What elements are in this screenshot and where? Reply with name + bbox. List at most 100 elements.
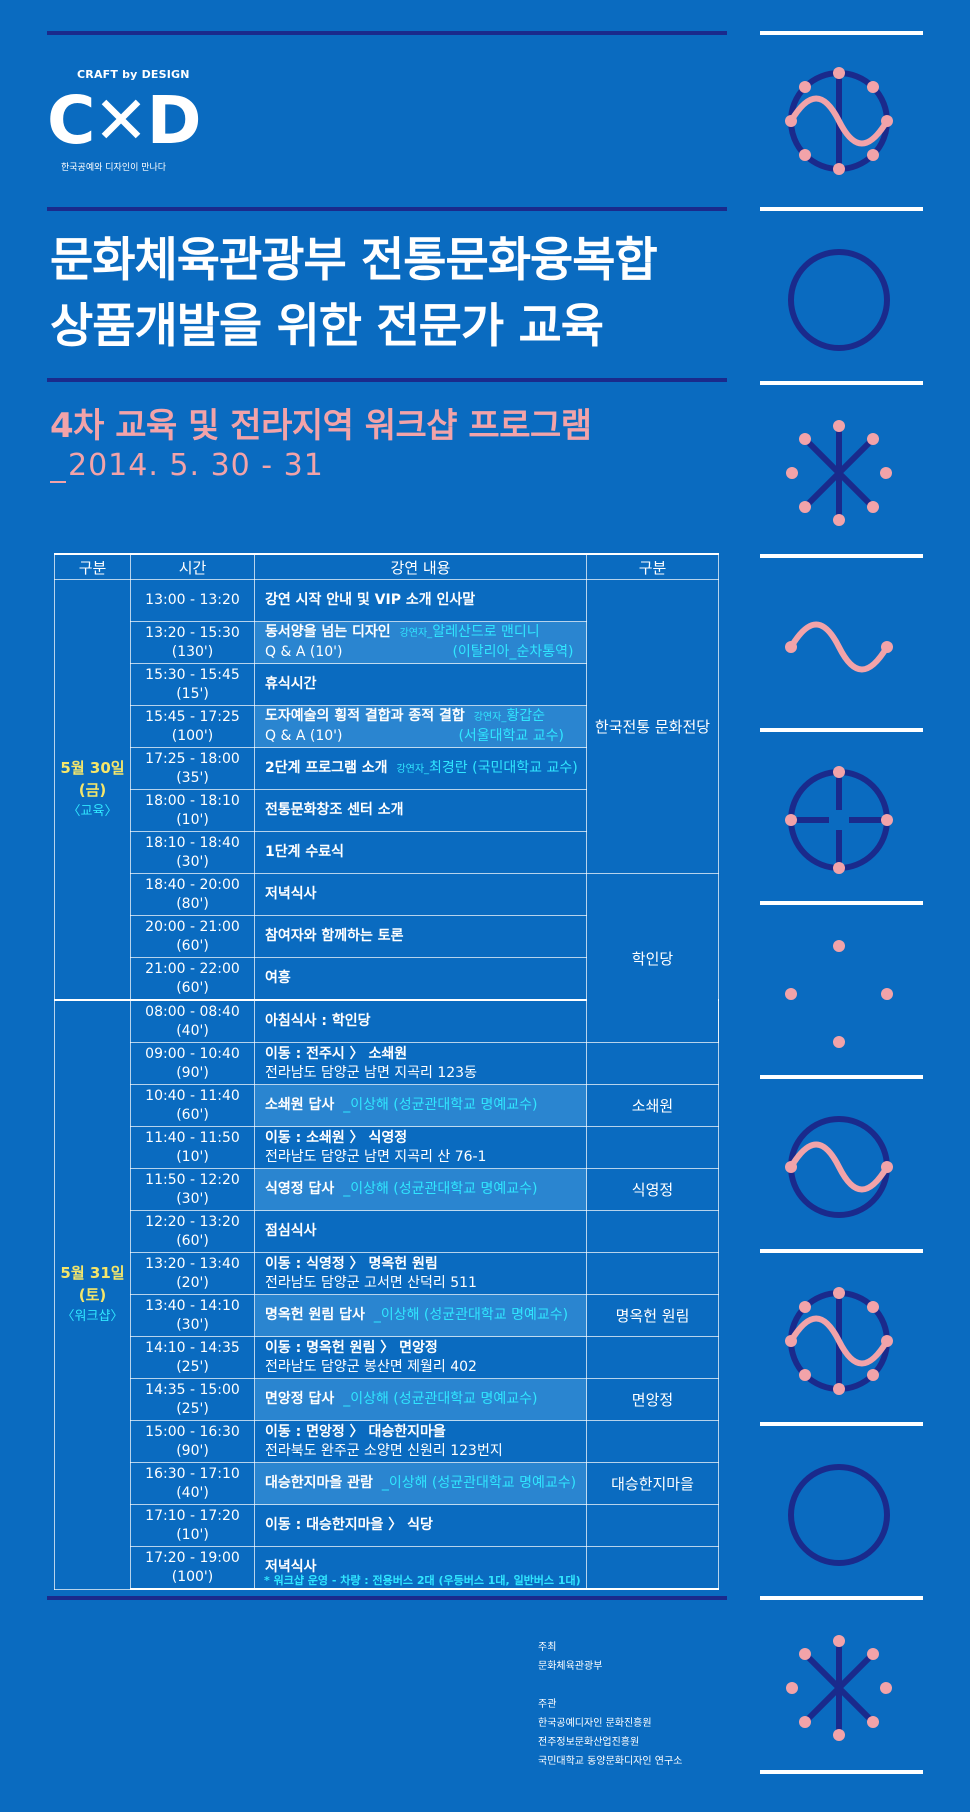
side-rule [760, 1075, 923, 1079]
speaker: _이상해 (성균관대학교 명예교수) [373, 1307, 569, 1323]
page-title: 문화체육관광부 전통문화융복합 상품개발을 위한 전문가 교육 [50, 228, 658, 360]
content-cell: 점심식사 [254, 1210, 587, 1253]
content-title: 명옥헌 원림 답사 [265, 1307, 365, 1323]
table-row: 14:10 - 14:35 (25') 이동 : 명옥헌 원림 〉 면앙정 전라남도… [55, 1336, 719, 1379]
place-cell [586, 1210, 719, 1253]
content-title: 저녁식사 [265, 1559, 317, 1575]
content-title: 전통문화창조 센터 소개 [265, 802, 404, 818]
time-range: 08:00 - 08:40 [145, 1003, 240, 1020]
content-cell: 참여자와 함께하는 토론 [254, 915, 587, 958]
content-cell: 이동 : 면앙정 〉 대승한지마을 전라북도 완주군 소양면 신원리 123번지 [254, 1420, 587, 1463]
content-title: 면앙정 답사 [265, 1391, 335, 1407]
duration: (100') [171, 1568, 214, 1585]
logo-top-text: CRAFT by DESIGN [77, 68, 190, 81]
content-cell: 1단계 수료식 [254, 831, 587, 874]
content-cell: 이동 : 명옥헌 원림 〉 면앙정 전라남도 담양군 봉산면 제월리 402 [254, 1336, 587, 1379]
time-cell: 16:30 - 17:10 (40') [130, 1462, 255, 1505]
top-rule [47, 31, 727, 35]
content-title: 대승한지마을 관람 [265, 1475, 373, 1491]
time-range: 13:40 - 14:10 [145, 1297, 240, 1314]
wave-icon [785, 621, 893, 673]
content-cell: 이동 : 식영정 〉 명옥헌 원림 전라남도 담양군 고서면 산덕리 511 [254, 1252, 587, 1295]
content-title: 여흥 [265, 970, 291, 986]
content-title: 도자예술의 횡적 결합과 종적 결합 [265, 708, 465, 724]
organizer-2: 전주정보문화산업진흥원 [538, 1737, 640, 1748]
content-title: 휴식시간 [265, 676, 317, 692]
time-range: 11:40 - 11:50 [145, 1129, 240, 1146]
duration: (40') [176, 1022, 209, 1039]
time-cell: 18:10 - 18:40 (30') [130, 831, 255, 874]
time-cell: 17:25 - 18:00 (35') [130, 747, 255, 790]
title-top-rule [47, 207, 727, 211]
table-row: 5월 31일 (토) 〈워크샵〉 08:00 - 08:40 (40') 아침식사… [54, 999, 719, 1590]
time-range: 18:40 - 20:00 [145, 876, 240, 893]
content-title: 점심식사 [265, 1223, 317, 1239]
time-cell: 15:45 - 17:25 (100') [130, 705, 255, 748]
table-row: 16:30 - 17:10 (40') 대승한지마을 관람 _이상해 (성균관대학… [55, 1462, 719, 1505]
duration: (10') [176, 811, 209, 828]
time-cell: 13:00 - 13:20 [130, 579, 255, 622]
header-division: 구분 [54, 553, 131, 580]
time-cell: 15:00 - 16:30 (90') [130, 1420, 255, 1463]
circle-wave-dots-icon [785, 67, 893, 175]
circle-wave-icon [785, 1116, 893, 1218]
place-cell: 대승한지마을 [586, 1462, 719, 1505]
time-range: 17:10 - 17:20 [145, 1507, 240, 1524]
time-range: 21:00 - 22:00 [145, 960, 240, 977]
duration: (35') [176, 769, 209, 786]
event-date: 2014. 5. 30 - 31 [50, 448, 324, 483]
content-cell: 저녁식사 [254, 873, 587, 916]
time-range: 17:25 - 18:00 [145, 750, 240, 767]
table-row: 15:45 - 17:25 (100') 도자예술의 횡적 결합과 종적 결합 강… [55, 705, 719, 748]
speaker: _이상해 (성균관대학교 명예교수) [343, 1097, 538, 1113]
speaker: 알레산드로 맨디니 [432, 624, 540, 640]
place-cell: 면앙정 [586, 1378, 719, 1421]
duration: (10') [176, 1526, 209, 1543]
duration: (30') [176, 853, 209, 870]
time-cell: 14:10 - 14:35 (25') [130, 1336, 255, 1379]
content-cell: 도자예술의 횡적 결합과 종적 결합 강연자_황갑순 Q & A (10') (서울… [254, 705, 587, 748]
table-row: 13:20 - 13:40 (20') 이동 : 식영정 〉 명옥헌 원림 전라남도… [55, 1252, 719, 1295]
content-cell: 강연 시작 안내 및 VIP 소개 인사말 [254, 579, 587, 622]
bus-note: * 워크샵 운영 - 차량 : 전용버스 2대 (우등버스 1대, 일반버스 1… [264, 1574, 581, 1587]
date-dash [50, 481, 66, 483]
duration: (60') [176, 1232, 209, 1249]
time-range: 20:00 - 21:00 [145, 918, 240, 935]
side-rule [760, 554, 923, 558]
date-text: 2014. 5. 30 - 31 [68, 448, 324, 483]
table-row: 14:35 - 15:00 (25') 면앙정 답사 _이상해 (성균관대학교 명… [55, 1378, 719, 1421]
time-range: 13:20 - 15:30 [145, 624, 240, 641]
four-dots-icon [785, 940, 893, 1048]
content-cell: 식영정 답사 _이상해 (성균관대학교 명예교수) [254, 1168, 587, 1211]
time-cell: 13:20 - 13:40 (20') [130, 1252, 255, 1295]
content-cell: 대승한지마을 관람 _이상해 (성균관대학교 명예교수) [254, 1462, 587, 1505]
time-cell: 18:40 - 20:00 (80') [130, 873, 255, 916]
speaker-label: 강연자_ [399, 628, 433, 639]
side-rule [760, 31, 923, 35]
table-row: 15:00 - 16:30 (90') 이동 : 면앙정 〉 대승한지마을 전라북도… [55, 1420, 719, 1463]
speaker: 황갑순 [506, 708, 545, 724]
day2-cell: 5월 31일 (토) 〈워크샵〉 [54, 999, 131, 1590]
program-subtitle: 4차 교육 및 전라지역 워크샵 프로그램 [50, 406, 592, 446]
time-range: 13:20 - 13:40 [145, 1255, 240, 1272]
logo-mark: C✕D [47, 82, 202, 159]
place-cell [586, 1336, 719, 1379]
content-cell: 2단계 프로그램 소개 강연자_최경란 (국민대학교 교수) [254, 747, 587, 790]
time-range: 15:00 - 16:30 [145, 1423, 240, 1440]
table-row: 18:10 - 18:40 (30') 1단계 수료식 [55, 831, 719, 874]
duration: (10') [176, 1148, 209, 1165]
side-rule [760, 1770, 923, 1774]
speaker-affiliation: (서울대학교 교수) [458, 728, 564, 744]
time-range: 10:40 - 11:40 [145, 1087, 240, 1104]
table-row: 09:00 - 10:40 (90') 이동 : 전주시 〉 소쇄원 전라남도 담양… [55, 1042, 719, 1085]
table-row: 17:25 - 18:00 (35') 2단계 프로그램 소개 강연자_최경란 (… [55, 747, 719, 790]
duration: (80') [176, 895, 209, 912]
content-title: 이동 : 전주시 〉 소쇄원 [265, 1045, 408, 1062]
day2-kind: 〈워크샵〉 [61, 1308, 124, 1324]
time-range: 15:30 - 15:45 [145, 666, 240, 683]
time-cell: 11:40 - 11:50 (10') [130, 1126, 255, 1169]
title-bottom-rule [47, 378, 727, 382]
host-name: 문화체육관광부 [538, 1661, 603, 1672]
host-label: 주최 [538, 1642, 557, 1653]
organizer-1: 한국공예디자인 문화진흥원 [538, 1718, 652, 1729]
